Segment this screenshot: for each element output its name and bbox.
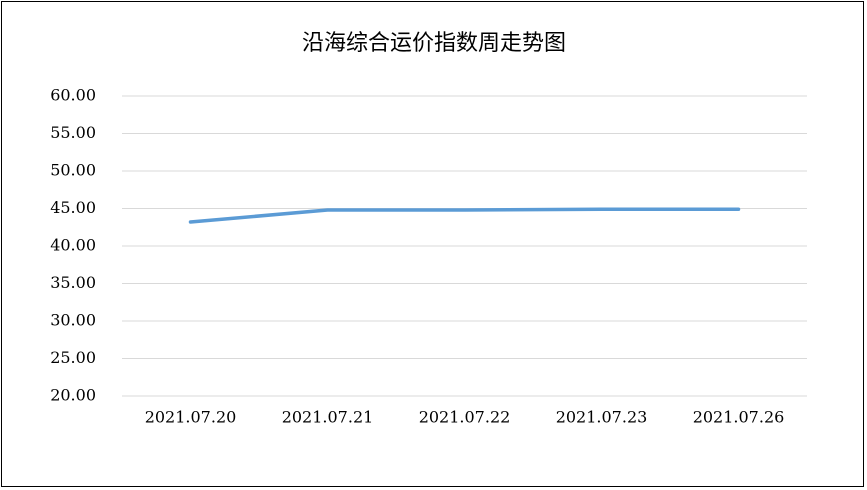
y-tick-label: 45.00 [50, 198, 96, 217]
y-tick-label: 20.00 [50, 386, 96, 405]
chart-title: 沿海综合运价指数周走势图 [302, 31, 566, 56]
x-tick-label: 2021.07.21 [282, 408, 374, 427]
y-tick-label: 30.00 [50, 311, 96, 330]
x-tick-label: 2021.07.20 [145, 408, 237, 427]
x-tick-label: 2021.07.23 [556, 408, 648, 427]
y-tick-label: 40.00 [50, 236, 96, 255]
x-tick-label: 2021.07.22 [419, 408, 511, 427]
y-tick-label: 35.00 [50, 273, 96, 292]
y-tick-label: 55.00 [50, 123, 96, 142]
data-line [188, 207, 741, 224]
y-tick-label: 60.00 [50, 86, 96, 105]
y-tick-label: 50.00 [50, 161, 96, 180]
y-tick-label: 25.00 [50, 348, 96, 367]
x-tick-label: 2021.07.26 [693, 408, 785, 427]
